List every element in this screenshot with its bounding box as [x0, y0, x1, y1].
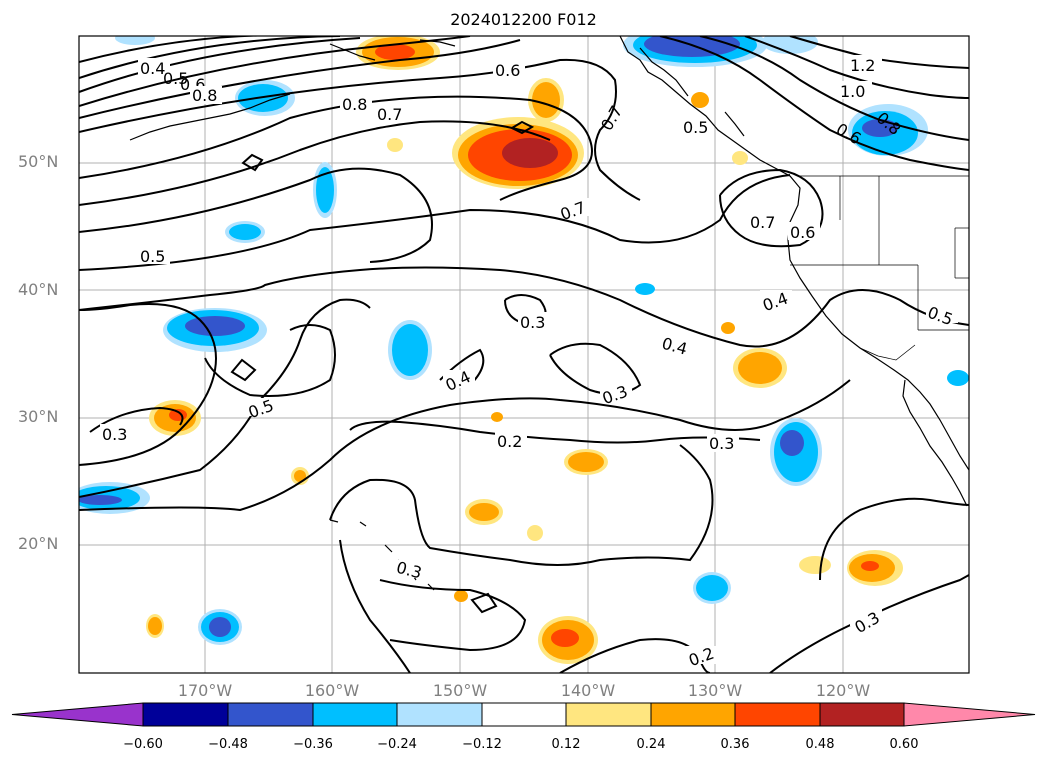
lon-tick-label: 130°W: [687, 681, 743, 700]
lat-tick-label: 20°N: [18, 534, 59, 553]
colorbar-segment: [312, 702, 398, 727]
colorbar-tick-label: 0.12: [551, 737, 581, 752]
lon-tick-label: 160°W: [304, 681, 360, 700]
lon-tick-label: 120°W: [815, 681, 871, 700]
colorbar-segment: [819, 702, 905, 727]
colorbar-extend-high: [903, 702, 1036, 727]
colorbar-tick-label: 0.48: [805, 737, 835, 752]
lon-tick-label: 150°W: [432, 681, 488, 700]
anomaly-blob: [733, 348, 787, 388]
lon-tick-label: 170°W: [177, 681, 233, 700]
anomaly-blob: [538, 616, 598, 664]
contour-label: 0.5: [140, 247, 165, 266]
anomaly-blob: [163, 308, 267, 352]
anomaly-blob: [225, 221, 265, 243]
lat-tick-label: 40°N: [18, 280, 59, 299]
anomaly-blob: [452, 78, 584, 189]
borders: [790, 175, 969, 361]
plot-frame: [78, 35, 970, 674]
contour-label: 0.6: [790, 223, 815, 242]
contour-labels: 0.4 0.5 0.6 0.8 0.8 0.7 0.6 0.7 0.5 1.2 …: [100, 55, 958, 670]
colorbar-segment: [481, 702, 567, 727]
colorbar-extend-low: [11, 702, 144, 727]
lon-tick-label: 140°W: [560, 681, 616, 700]
anomaly-blob: [388, 320, 432, 380]
colorbar-tick-label: −0.36: [293, 737, 333, 752]
contour-label: 0.7: [750, 213, 775, 232]
contour-label: 0.6: [495, 61, 520, 80]
anomaly-blob: [235, 80, 295, 116]
contour-label: 0.2: [497, 432, 522, 451]
contour-label: 0.5: [163, 69, 188, 88]
anomaly-blob: [149, 400, 201, 436]
anomaly-blob: [848, 104, 928, 156]
contour-label: 0.4: [140, 59, 165, 78]
positive-anomaly-areas: [146, 36, 903, 664]
colorbar-tick-label: −0.12: [462, 737, 502, 752]
contour-label: 1.0: [840, 82, 865, 101]
contour-label: 0.5: [683, 118, 708, 137]
contour-label: 1.2: [850, 56, 875, 75]
anomaly-blob: [847, 550, 903, 586]
colorbar-tick-label: −0.60: [123, 737, 163, 752]
colorbar-tick-label: 0.36: [720, 737, 750, 752]
colorbar-tick-label: −0.24: [377, 737, 417, 752]
colorbar-tick-label: 0.60: [889, 737, 919, 752]
map-title: 2024012200 F012: [450, 10, 597, 29]
anomaly-blob: [146, 92, 831, 638]
colorbar-segment: [142, 702, 229, 727]
lat-tick-label: 30°N: [18, 407, 59, 426]
lat-tick-label: 50°N: [18, 152, 59, 171]
colorbar-segment: [227, 702, 314, 727]
colorbar-segment: [565, 702, 652, 727]
contour-lines: [79, 36, 969, 673]
colorbar-segment: [396, 702, 483, 727]
colorbar-tick-label: 0.24: [636, 737, 666, 752]
colorbar-segment: [650, 702, 736, 727]
anomaly-blob: [198, 609, 242, 645]
colorbar-tick-label: −0.48: [208, 737, 248, 752]
contour-label: 0.8: [342, 95, 367, 114]
contour-label: 0.3: [709, 434, 734, 453]
anomaly-blob: [693, 572, 731, 604]
anomaly-blob: [623, 36, 767, 67]
colorbar-segment: [734, 702, 821, 727]
contour-label: 0.3: [102, 425, 127, 444]
colorbar: [11, 702, 1036, 727]
contour-label: 0.3: [520, 313, 545, 332]
anomaly-blob: [770, 418, 822, 486]
contour-label: 0.8: [192, 86, 217, 105]
anomaly-blob: [313, 162, 337, 218]
contour-label: 0.7: [377, 105, 402, 124]
anomaly-blob: [79, 482, 150, 514]
